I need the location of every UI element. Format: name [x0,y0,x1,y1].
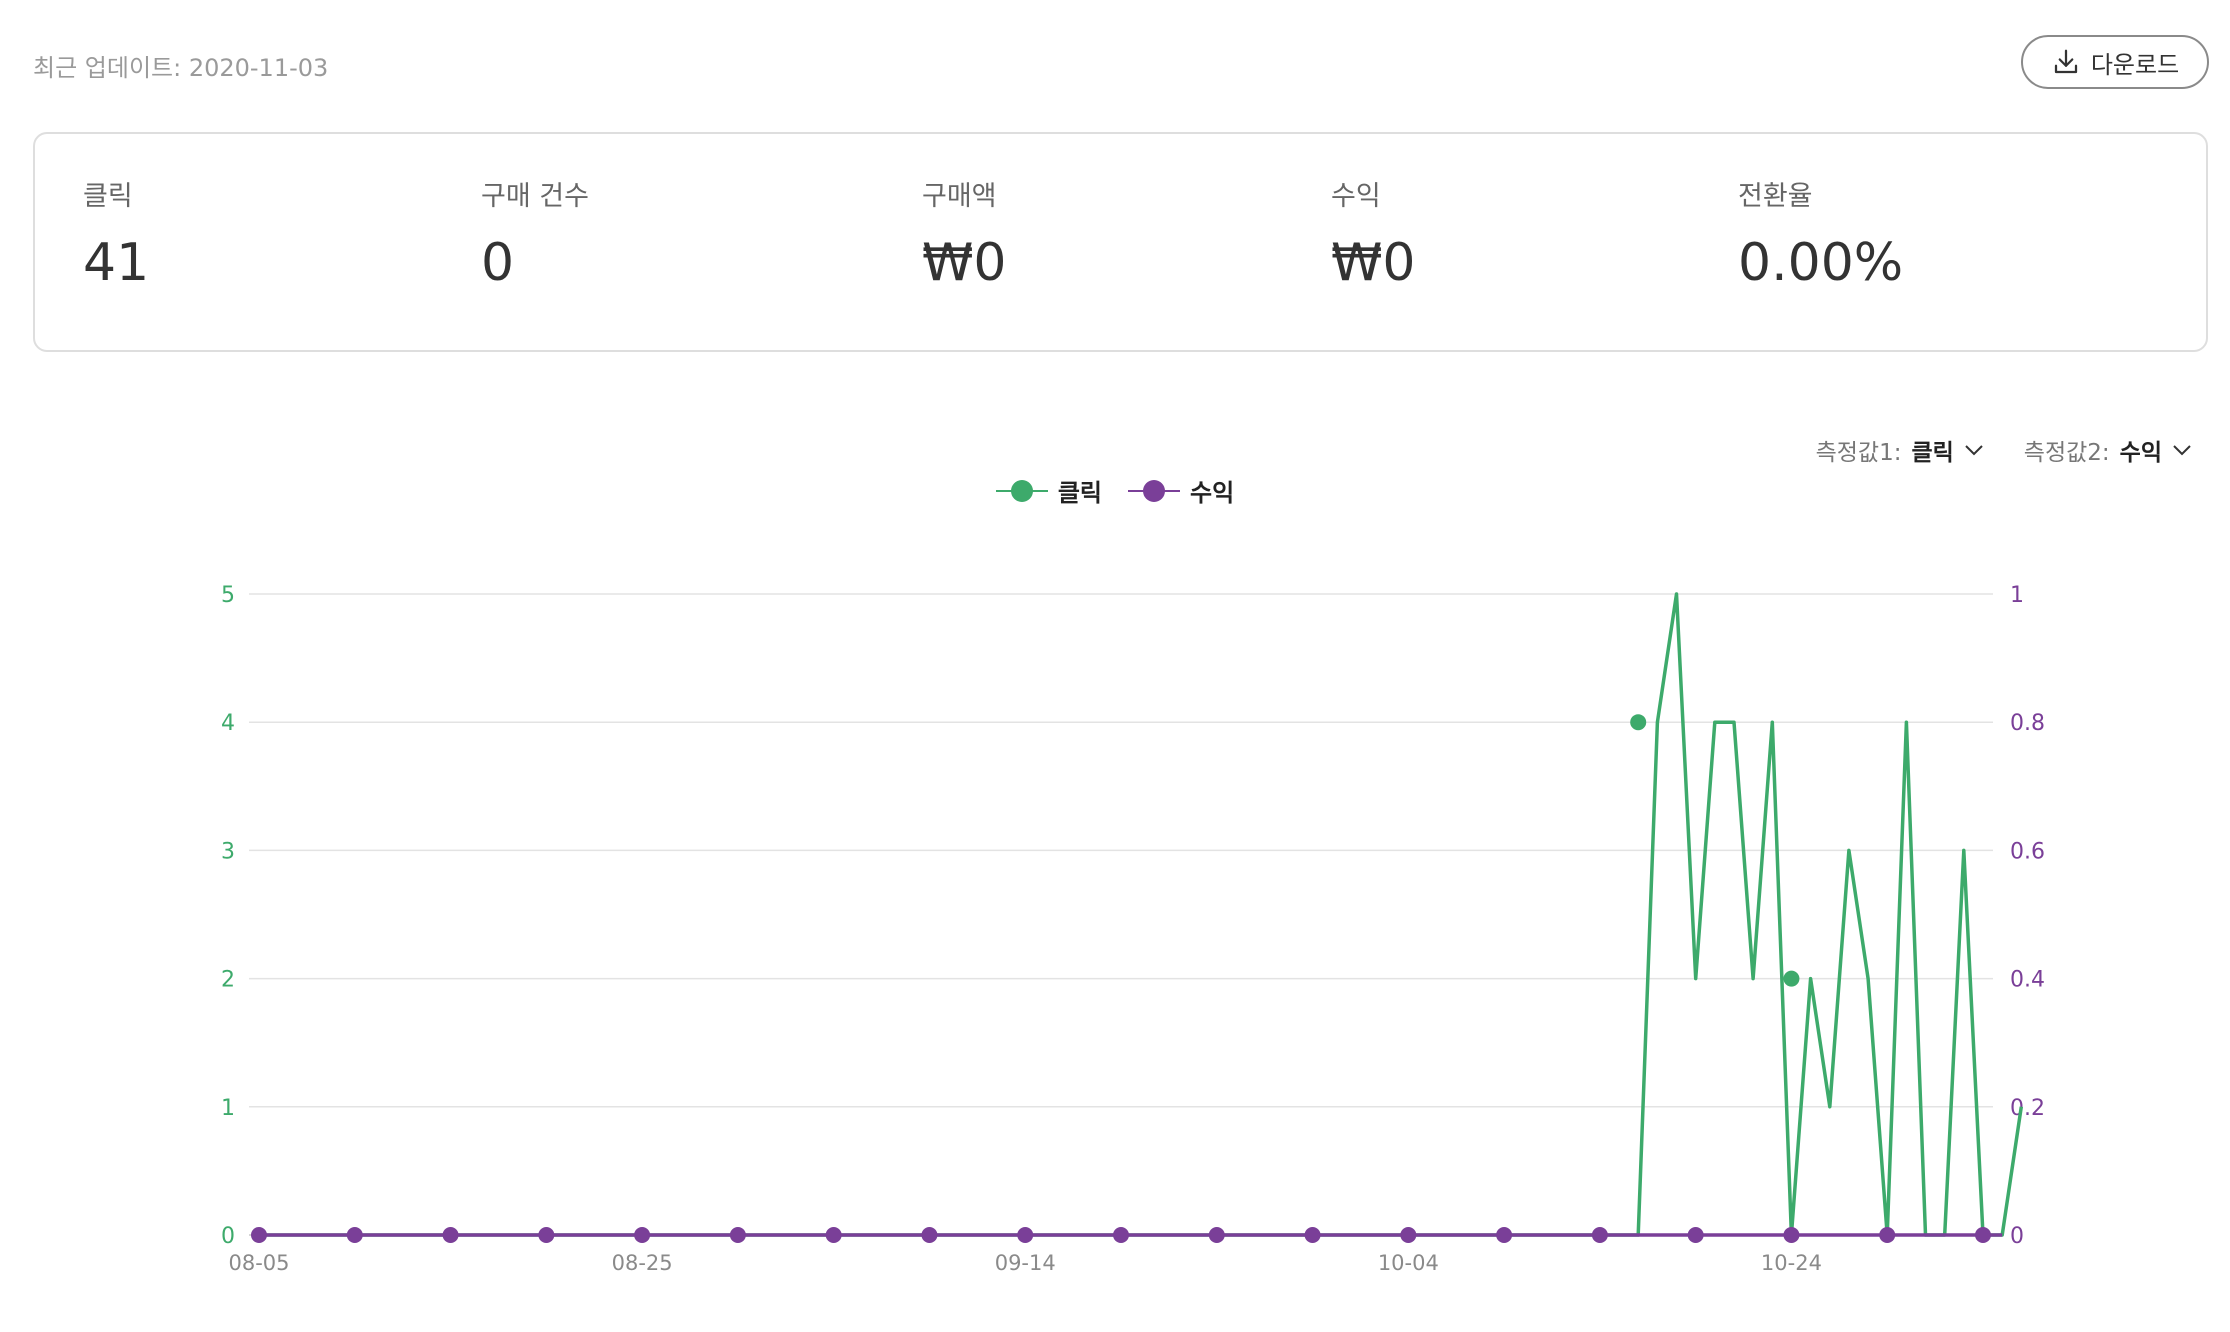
metric-selectors: 측정값1: 클릭 측정값2: 수익 [1816,433,2192,467]
point-revenue [634,1227,651,1243]
stats-summary-card: 클릭 41 구매 건수 0 구매액 ₩0 수익 ₩0 전환율 0.00% [33,132,2208,352]
x-tick-label: 10-24 [1761,1251,1822,1275]
download-button[interactable]: 다운로드 [2021,35,2209,89]
y-right-tick-label: 1 [2010,583,2024,608]
x-tick-label: 10-04 [1378,1251,1439,1275]
point-revenue [1783,1227,1800,1243]
point-revenue [1687,1227,1704,1243]
metric2-select[interactable]: 측정값2: 수익 [2024,433,2192,467]
x-tick-label: 08-05 [228,1251,289,1275]
legend-marker-revenue [1128,479,1180,502]
chevron-down-icon [2173,445,2191,456]
x-tick-label: 09-14 [995,1251,1056,1275]
y-left-tick-label: 1 [221,1096,235,1121]
point-revenue [1113,1227,1129,1243]
stat-value: ₩0 [1331,233,1416,293]
stat-purchases: 구매 건수 0 [481,174,589,293]
stat-label: 구매액 [922,181,997,212]
point-revenue [1304,1227,1321,1243]
metric1-select[interactable]: 측정값1: 클릭 [1816,433,1984,467]
x-tick-label: 08-25 [612,1251,673,1275]
metric1-value: 클릭 [1911,440,1954,466]
legend-label-clicks: 클릭 [1057,479,1102,507]
point-revenue [1591,1227,1608,1243]
y-left-tick-label: 5 [221,583,235,608]
y-left-tick-label: 2 [221,968,235,993]
y-left-tick-label: 4 [221,711,235,736]
point-revenue [1879,1227,1896,1243]
y-left-tick-label: 3 [221,839,235,864]
chart-legend: 클릭 수익 [0,473,2230,508]
y-left-tick-label: 0 [221,1224,235,1249]
point-revenue [825,1227,842,1243]
point-clicks [1630,714,1647,731]
point-revenue [1496,1227,1513,1243]
stat-value: ₩0 [922,233,1007,293]
y-right-tick-label: 0 [2010,1224,2024,1249]
stat-revenue: 수익 ₩0 [1331,174,1416,293]
download-label: 다운로드 [2090,50,2180,79]
stat-label: 전환율 [1738,181,1813,212]
point-revenue [921,1227,938,1243]
stat-conversion-rate: 전환율 0.00% [1738,174,1903,293]
stat-label: 클릭 [83,181,133,212]
point-clicks [1783,970,1800,987]
point-revenue [1017,1227,1034,1243]
y-right-tick-label: 0.8 [2010,711,2045,736]
stat-label: 수익 [1331,181,1381,212]
stat-value: 41 [83,233,150,293]
point-revenue [442,1227,459,1243]
metric1-label: 측정값1: [1815,440,1902,466]
metric2-value: 수익 [2119,440,2162,466]
point-revenue [251,1227,267,1243]
chevron-down-icon [1965,445,1983,456]
last-updated-text: 최근 업데이트: 2020-11-03 [33,54,329,82]
series-line-clicks [259,592,2024,1237]
stat-value: 0.00% [1738,233,1904,293]
point-revenue [1400,1227,1417,1243]
legend-label-revenue: 수익 [1190,479,1235,507]
stat-clicks: 클릭 41 [83,174,149,293]
legend-item-revenue[interactable]: 수익 [1128,473,1234,508]
download-icon [2054,49,2077,74]
point-revenue [346,1227,363,1243]
point-revenue [538,1227,555,1243]
stat-purchase-amount: 구매액 ₩0 [922,174,1007,293]
legend-item-clicks[interactable]: 클릭 [995,473,1102,508]
legend-marker-clicks [995,479,1048,502]
point-revenue [1975,1227,1991,1243]
stat-value: 0 [481,233,515,293]
point-revenue [729,1227,746,1243]
y-right-tick-label: 0.6 [2010,839,2045,864]
metric2-label: 측정값2: [2023,440,2110,466]
point-revenue [1208,1227,1225,1243]
y-right-tick-label: 0.4 [2010,968,2045,993]
y-right-tick-label: 0.2 [2010,1096,2045,1121]
stat-label: 구매 건수 [481,181,589,212]
